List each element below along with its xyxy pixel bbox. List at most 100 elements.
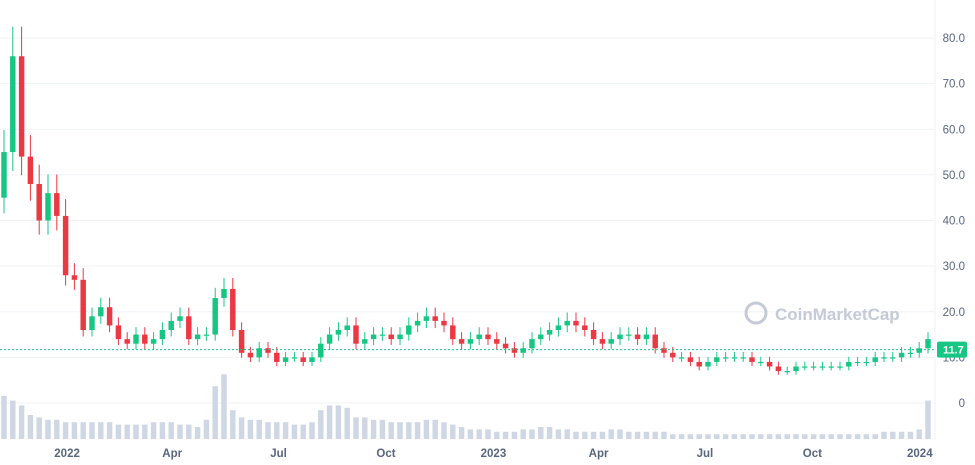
volume-bar	[362, 417, 368, 439]
candle-body	[432, 316, 438, 321]
candle-body	[379, 334, 386, 336]
candle-body	[388, 334, 394, 340]
candle	[617, 327, 623, 345]
candle-body	[687, 357, 694, 362]
candle-body	[133, 334, 139, 344]
candle-body	[300, 357, 306, 362]
candle	[291, 351, 298, 362]
candle-body	[27, 156, 34, 184]
volume-bar	[564, 429, 570, 439]
candle-body	[142, 334, 148, 344]
volume-bar	[80, 422, 86, 439]
candle-body	[71, 275, 78, 280]
volume-bar	[687, 434, 694, 439]
candle	[282, 351, 289, 367]
candle	[766, 356, 773, 371]
volume-bar	[925, 400, 931, 439]
volume-bar	[450, 424, 456, 439]
candle-body	[617, 334, 623, 340]
candle-body	[846, 361, 852, 367]
y-tick-label: 0	[959, 398, 965, 410]
candle	[98, 297, 104, 324]
candle-body	[353, 325, 359, 344]
volume-bar	[546, 427, 553, 439]
candle-body	[406, 325, 412, 335]
volume-bar	[142, 424, 148, 439]
candle	[89, 307, 95, 337]
candle	[731, 351, 738, 362]
candle-body	[36, 184, 42, 221]
candle	[511, 342, 518, 358]
candle-body	[203, 334, 210, 336]
candle-body	[573, 320, 579, 326]
candle	[502, 337, 509, 354]
volume-bar	[115, 424, 122, 439]
volume-bar	[766, 434, 773, 439]
candle	[142, 327, 148, 350]
candle-body	[344, 325, 350, 330]
volume-bar	[282, 422, 289, 439]
candle-body	[872, 357, 878, 362]
candle-body	[634, 334, 641, 340]
volume-bar	[274, 422, 280, 439]
candle	[810, 361, 817, 371]
volume-bar	[326, 405, 333, 439]
candle-body	[731, 357, 738, 359]
candle-body	[212, 298, 218, 335]
volume-bar	[863, 434, 870, 439]
volume-bar	[634, 431, 641, 439]
volume-bar	[71, 422, 78, 439]
volume-bar	[819, 434, 826, 439]
candle	[854, 356, 861, 367]
candle	[863, 356, 870, 367]
volume-bar	[599, 431, 606, 439]
candle-body	[590, 330, 597, 340]
candle-body	[793, 366, 799, 372]
y-tick-label: 30.0	[943, 261, 965, 273]
volume-bar	[617, 429, 623, 439]
volume-bar	[344, 407, 350, 439]
volume-bar	[714, 434, 720, 439]
candle	[687, 351, 694, 367]
volume-bar	[27, 415, 34, 439]
candle-body	[819, 366, 826, 368]
watermark-text: CoinMarketCap	[775, 305, 900, 324]
candle	[309, 351, 315, 367]
x-tick-label: 2022	[54, 448, 80, 460]
x-tick-label: Jul	[270, 448, 287, 460]
candle	[256, 342, 262, 362]
volume-bar	[62, 422, 69, 439]
candle	[634, 327, 641, 345]
candle-body	[247, 352, 254, 358]
candlestick-series	[1, 26, 931, 375]
volume-bars	[1, 374, 931, 439]
candle	[758, 356, 764, 367]
coinmarketcap-logo-icon	[744, 301, 768, 325]
candle-body	[291, 357, 298, 359]
candle-body	[230, 288, 236, 330]
candle	[212, 287, 218, 341]
current-price-tag: 11.7	[937, 341, 967, 358]
candle	[458, 332, 465, 350]
candle-body	[309, 357, 315, 362]
candle-body	[1, 152, 7, 198]
candle	[652, 327, 658, 354]
x-tick-label: Oct	[376, 448, 395, 460]
volume-bar	[626, 431, 632, 439]
volume-bar	[775, 434, 782, 439]
volume-bar	[898, 431, 905, 439]
candle	[916, 342, 922, 358]
candle-body	[599, 339, 606, 344]
candle	[590, 322, 597, 345]
candle	[749, 351, 755, 367]
volume-bar	[529, 429, 535, 439]
candle	[326, 327, 333, 350]
candle-body	[318, 343, 324, 358]
candle	[705, 356, 711, 371]
candle-body	[186, 316, 192, 340]
volume-bar	[168, 422, 174, 439]
candle-body	[643, 334, 650, 340]
volume-bar	[406, 422, 412, 439]
candle-body	[529, 339, 535, 349]
